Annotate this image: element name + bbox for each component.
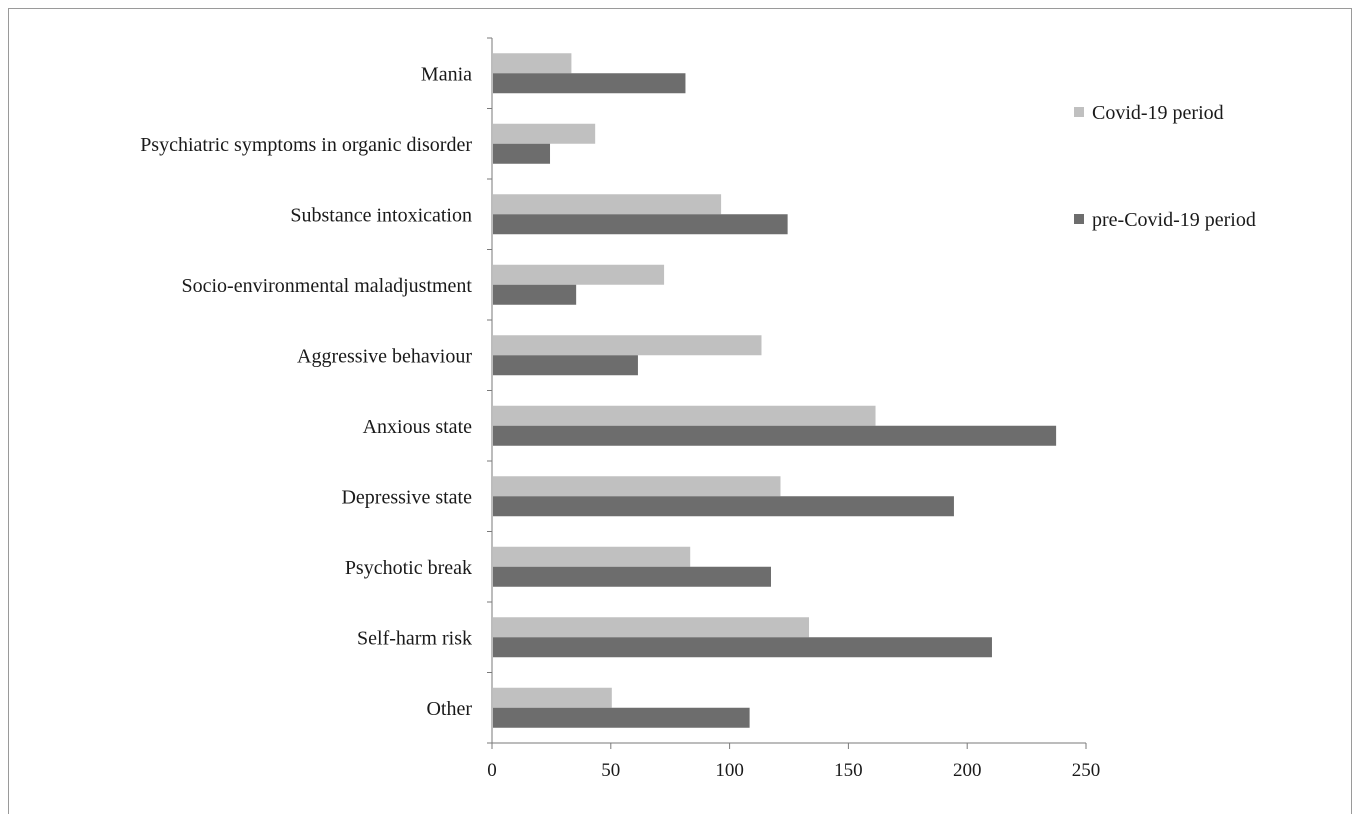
bar-covid-8	[493, 617, 810, 638]
x-tick-label: 50	[601, 760, 620, 781]
bar-covid-4	[493, 335, 762, 356]
figure-frame	[8, 8, 1352, 814]
bar-covid-3	[493, 264, 665, 285]
category-label: Anxious state	[363, 416, 473, 438]
bar-pre-covid-7	[493, 566, 771, 587]
bar-pre-covid-1	[493, 143, 551, 164]
category-label: Self-harm risk	[357, 627, 472, 649]
x-tick-label: 250	[1072, 760, 1101, 781]
bar-pre-covid-6	[493, 496, 954, 517]
x-tick-label: 200	[953, 760, 982, 781]
bar-pre-covid-8	[493, 637, 992, 658]
bar-pre-covid-3	[493, 284, 577, 305]
legend-swatch-pre-covid	[1074, 214, 1084, 224]
category-label: Other	[426, 698, 472, 720]
bar-covid-2	[493, 194, 722, 215]
bar-covid-1	[493, 123, 596, 144]
bar-pre-covid-0	[493, 73, 686, 94]
bar-pre-covid-5	[493, 425, 1057, 446]
bar-covid-5	[493, 405, 876, 426]
category-label: Socio-environmental maladjustment	[182, 275, 473, 297]
category-label: Substance intoxication	[290, 204, 472, 226]
x-tick-label: 0	[487, 760, 497, 781]
bar-pre-covid-2	[493, 214, 788, 235]
legend: Covid-19 period pre-Covid-19 period	[1074, 102, 1256, 231]
legend-label-covid: Covid-19 period	[1092, 102, 1224, 124]
category-label: Depressive state	[341, 486, 472, 508]
bars-group	[493, 53, 1057, 728]
legend-label-pre-covid: pre-Covid-19 period	[1092, 209, 1256, 231]
bar-pre-covid-9	[493, 707, 750, 728]
axes-group: Mania Psychiatric symptoms in organic dis…	[140, 37, 1101, 781]
bar-pre-covid-4	[493, 355, 638, 376]
x-tick-label: 150	[834, 760, 863, 781]
legend-swatch-covid	[1074, 107, 1084, 117]
bar-covid-9	[493, 687, 612, 708]
category-label: Psychotic break	[345, 557, 472, 579]
bar-covid-6	[493, 476, 781, 497]
category-label: Aggressive behaviour	[297, 345, 472, 367]
bar-covid-7	[493, 546, 691, 567]
x-tick-label: 100	[715, 760, 744, 781]
category-label: Psychiatric symptoms in organic disorder	[140, 134, 472, 156]
category-label: Mania	[421, 63, 472, 85]
bar-covid-0	[493, 53, 572, 74]
